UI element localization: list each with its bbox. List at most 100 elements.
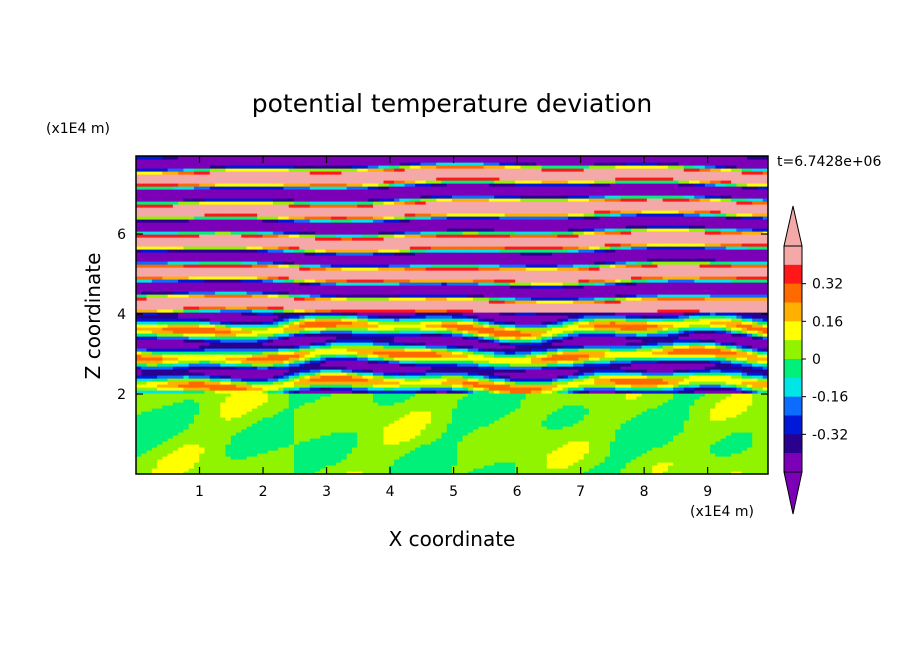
field-cell [762,453,768,457]
field-cell [394,387,400,391]
field-cell [610,402,616,406]
field-cell [236,468,242,472]
field-cell [699,468,706,472]
field-cell [136,459,142,463]
field-cell [473,465,479,469]
field-cell [394,414,400,418]
field-cell [531,465,537,469]
field-cell [499,471,506,474]
field-cell [262,456,269,460]
field-cell [336,447,342,451]
field-cell [736,405,743,409]
field-cell [662,453,669,457]
field-cell [404,426,411,430]
field-cell [689,390,695,394]
field-cell [667,453,674,457]
field-cell [662,420,669,424]
field-cell [583,387,590,391]
field-cell [757,459,764,463]
field-cell [746,468,753,472]
field-cell [367,426,374,430]
field-cell [315,423,321,427]
field-cell [136,432,142,436]
field-cell [151,375,158,379]
field-cell [689,387,695,391]
field-cell [641,411,648,415]
field-cell [162,462,169,466]
field-cell [488,429,495,433]
field-cell [488,414,495,418]
field-cell [162,414,169,418]
field-cell [683,444,690,448]
field-cell [272,444,279,448]
field-cell [452,414,458,418]
field-cell [488,468,495,472]
field-cell [299,432,306,436]
field-cell [578,378,585,382]
field-cell [209,375,216,379]
field-cell [762,438,768,442]
field-cell [188,471,195,474]
field-cell [230,429,237,433]
field-cell [309,444,316,448]
field-cell [667,381,674,385]
field-cell [746,420,753,424]
field-cell [167,396,174,400]
field-cell [225,441,232,445]
field-cell [762,399,768,403]
field-cell [731,447,737,451]
field-cell [499,384,506,388]
field-cell [236,471,242,474]
field-cell [157,462,163,466]
field-cell [267,417,274,421]
field-cell [220,405,227,409]
field-cell [662,405,669,409]
field-cell [546,423,553,427]
field-cell [631,420,637,424]
field-cell [373,393,379,397]
field-cell [457,417,464,421]
field-cell [420,471,427,474]
field-cell [336,387,342,391]
field-cell [757,426,764,430]
field-cell [283,414,290,418]
field-cell [641,381,648,385]
field-cell [541,408,548,412]
field-cell [762,405,768,409]
field-cell [704,411,711,415]
field-cell [678,429,685,433]
field-cell [272,459,279,463]
field-cell [430,381,437,385]
field-cell [736,468,743,472]
field-cell [588,387,595,391]
field-cell [204,456,211,460]
field-cell [136,378,142,382]
field-cell [320,405,327,409]
field-cell [188,387,195,391]
field-cell [483,384,490,388]
field-cell [710,405,716,409]
field-cell [504,387,511,391]
field-cell [288,438,295,442]
field-cell [230,456,237,460]
field-cell [625,456,632,460]
field-cell [741,432,748,436]
field-cell [610,456,616,460]
field-cell [446,408,453,412]
field-cell [641,387,648,391]
field-cell [436,447,443,451]
field-cell [678,438,685,442]
field-cell [636,447,643,451]
field-cell [667,408,674,412]
field-cell [567,465,574,469]
field-cell [515,429,522,433]
field-cell [162,375,169,379]
field-cell [193,453,200,457]
field-cell [357,384,364,388]
field-cell [151,426,158,430]
field-cell [615,456,622,460]
field-cell [467,387,474,391]
field-cell [204,462,211,466]
field-cell [631,378,637,382]
field-cell [683,384,690,388]
